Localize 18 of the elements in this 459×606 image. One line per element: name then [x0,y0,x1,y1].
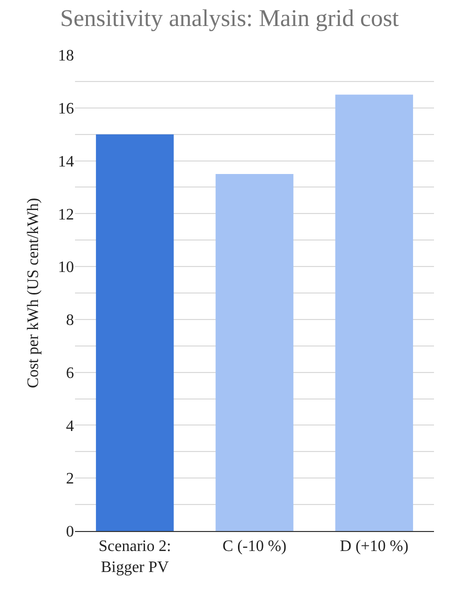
bar [335,94,414,531]
y-tick-label: 12 [58,206,74,224]
y-tick-label: 8 [66,312,74,330]
y-tick-label: 2 [66,470,74,488]
y-tick-label: 14 [58,153,74,170]
y-tick-label: 10 [58,259,74,276]
y-tick-label: 16 [58,100,74,118]
y-axis-title: Cost per kWh (US cent/kWh) [24,198,42,388]
chart-title: Sensitivity analysis: Main grid cost [60,6,400,32]
y-tick-label: 4 [66,418,74,435]
x-tick-label: Scenario 2: Bigger PV [98,538,172,576]
y-tick-label: 18 [58,48,74,65]
x-tick-label: D (+10 %) [340,538,408,556]
bar [96,134,174,531]
x-tick-label: C (-10 %) [222,538,286,556]
y-tick-label: 6 [66,364,74,382]
bar [216,174,294,531]
y-tick-label: 0 [66,524,74,541]
